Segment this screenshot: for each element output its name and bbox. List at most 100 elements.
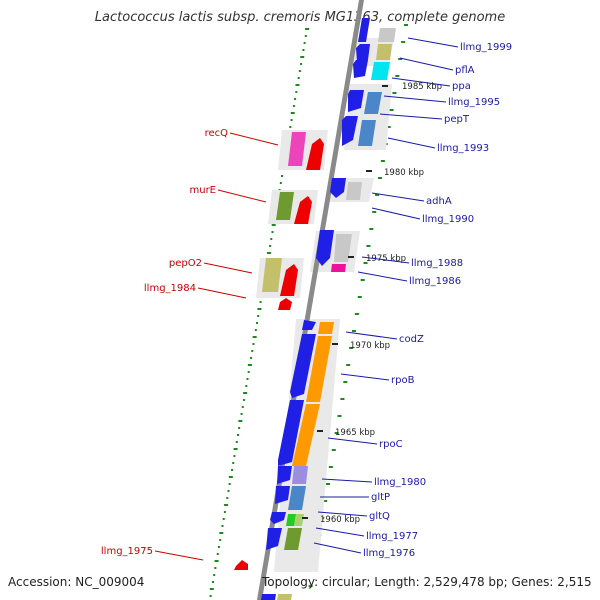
forward-label-leader xyxy=(340,373,390,381)
gene-pepT[interactable] xyxy=(358,120,376,146)
forward-label-leader xyxy=(371,207,421,220)
gene-llmg-1988-arrow[interactable] xyxy=(316,230,334,266)
forward-gene-label[interactable]: gltP xyxy=(371,492,390,503)
kbp-label: 1965 kbp xyxy=(335,428,375,438)
forward-label-leader xyxy=(379,113,443,120)
reverse-gene-label[interactable]: llmg_1975 xyxy=(101,546,153,557)
forward-gene-label[interactable]: llmg_1990 xyxy=(422,214,474,225)
forward-label-leader xyxy=(383,95,447,103)
forward-label-leader xyxy=(407,37,459,48)
kbp-label: 1960 kbp xyxy=(320,515,360,525)
gene-llmg-1995[interactable] xyxy=(364,92,382,114)
forward-label-leader xyxy=(321,478,373,483)
gene-pepO2[interactable] xyxy=(280,264,298,296)
gene-codZ-arrow[interactable] xyxy=(302,320,316,330)
kbp-label: 1970 kbp xyxy=(350,341,390,351)
gene-adhA-arrow[interactable] xyxy=(330,178,346,198)
gene-pflA[interactable] xyxy=(376,44,392,60)
forward-label-leader xyxy=(315,527,365,537)
gene-pflA-arrow[interactable] xyxy=(356,44,370,62)
reverse-label-leader xyxy=(203,262,253,274)
kbp-tick xyxy=(302,517,308,519)
forward-label-leader xyxy=(313,542,362,554)
forward-gene-label[interactable]: llmg_1993 xyxy=(437,143,489,154)
reverse-label-leader xyxy=(197,287,247,299)
gene-gltQ-2[interactable] xyxy=(294,514,304,526)
kbp-scale: 1985 kbp 1980 kbp 1975 kbp 1970 kbp 1965 kbp… xyxy=(302,82,442,525)
forward-gene-label[interactable]: gltQ xyxy=(369,511,390,522)
forward-label-leader xyxy=(399,57,454,71)
forward-gene-label[interactable]: codZ xyxy=(399,334,424,345)
gene-llmg-1999-block[interactable] xyxy=(358,18,370,42)
gene-llmg-1975[interactable] xyxy=(234,560,248,570)
gene-llmg-1999-grey[interactable] xyxy=(378,28,396,42)
genome-summary-text: Topology: circular; Length: 2,529,478 bp… xyxy=(262,575,592,589)
forward-gene-label[interactable]: llmg_1980 xyxy=(374,477,426,488)
gene-recQ[interactable] xyxy=(306,138,324,170)
kbp-tick xyxy=(317,430,323,432)
forward-label-leader xyxy=(317,511,368,517)
reverse-label-leader xyxy=(229,132,279,146)
gene-llmg-1976-khaki[interactable] xyxy=(277,594,292,600)
forward-label-leader xyxy=(327,437,378,445)
forward-genes xyxy=(261,18,396,600)
gene-gltP-arrow[interactable] xyxy=(275,486,290,504)
reverse-gene-label[interactable]: recQ xyxy=(205,128,229,139)
gene-pepO2-khaki[interactable] xyxy=(262,258,282,292)
reverse-gene-labels: recQ murE pepO2 llmg_1984 llmg_1975 xyxy=(101,128,279,561)
gene-rpoC-arrow[interactable] xyxy=(278,400,304,466)
gene-ppa-arrow[interactable] xyxy=(353,60,368,78)
forward-gene-label[interactable]: pepT xyxy=(444,114,470,125)
forward-gene-label[interactable]: ppa xyxy=(452,81,471,92)
gene-murE[interactable] xyxy=(294,196,312,224)
gene-llmg-1986[interactable] xyxy=(331,264,346,272)
gene-llmg-1984[interactable] xyxy=(278,298,292,310)
kbp-tick xyxy=(332,343,338,345)
kbp-tick xyxy=(366,170,372,172)
gene-rpoB-arrow[interactable] xyxy=(290,334,316,398)
forward-gene-labels: llmg_1999 pflA ppa llmg_1995 pepT llmg_1993ad… xyxy=(313,37,512,559)
forward-gene-label[interactable]: rpoC xyxy=(379,439,403,450)
gene-murE-olive[interactable] xyxy=(276,192,294,220)
reverse-gene-label[interactable]: pepO2 xyxy=(169,258,202,269)
gene-llmg-1976-block[interactable] xyxy=(261,594,276,600)
forward-label-leader xyxy=(361,256,410,264)
map-title: Lactococcus lactis subsp. cremoris MG136… xyxy=(94,10,506,25)
gene-codZ[interactable] xyxy=(318,322,334,334)
forward-gene-label[interactable]: adhA xyxy=(426,196,452,207)
forward-label-leader xyxy=(345,331,398,340)
gene-llmg-1977-arrow[interactable] xyxy=(266,528,282,550)
gene-llmg-1995-arrow[interactable] xyxy=(348,90,364,112)
forward-label-leader xyxy=(387,137,436,149)
forward-gene-label[interactable]: pflA xyxy=(455,65,475,76)
reverse-gene-label[interactable]: murE xyxy=(189,185,216,196)
forward-gene-label[interactable]: llmg_1976 xyxy=(363,548,415,559)
gene-llmg-1980[interactable] xyxy=(292,466,308,484)
forward-gene-label[interactable]: llmg_1988 xyxy=(411,258,463,269)
forward-gene-label[interactable]: llmg_1986 xyxy=(409,276,461,287)
gene-rpoB[interactable] xyxy=(306,336,332,402)
kbp-label: 1985 kbp xyxy=(402,82,442,92)
gene-llmg-1977[interactable] xyxy=(284,528,302,550)
gene-adhA[interactable] xyxy=(346,182,362,200)
forward-gene-label[interactable]: rpoB xyxy=(391,375,415,386)
kbp-label: 1980 kbp xyxy=(384,168,424,178)
gene-gltP[interactable] xyxy=(288,486,306,510)
forward-gene-label[interactable]: llmg_1977 xyxy=(366,531,418,542)
gene-pepT-arrow[interactable] xyxy=(342,116,358,146)
gene-llmg-1988[interactable] xyxy=(334,234,352,262)
forward-label-leader xyxy=(371,192,425,202)
gene-ppa[interactable] xyxy=(371,62,390,80)
gene-gltQ[interactable] xyxy=(286,514,296,526)
forward-label-leader xyxy=(391,77,451,87)
gene-recQ-pink[interactable] xyxy=(288,132,306,166)
kbp-label: 1975 kbp xyxy=(366,254,406,264)
kbp-tick xyxy=(382,85,388,87)
gene-rpoC[interactable] xyxy=(292,404,320,466)
reverse-genes xyxy=(234,132,324,570)
forward-gene-label[interactable]: llmg_1995 xyxy=(448,97,500,108)
reverse-gene-label[interactable]: llmg_1984 xyxy=(144,283,196,294)
gene-gltQ-arrow[interactable] xyxy=(270,512,286,524)
forward-gene-label[interactable]: llmg_1999 xyxy=(460,42,512,53)
gene-llmg-1980-arrow[interactable] xyxy=(277,466,292,484)
